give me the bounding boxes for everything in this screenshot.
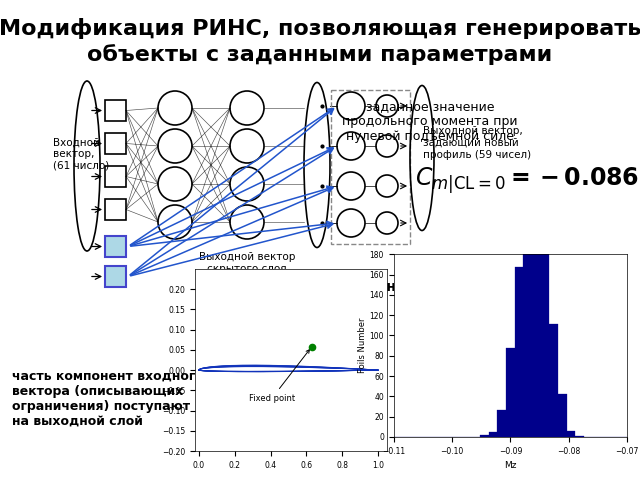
FancyBboxPatch shape [105,236,126,257]
Bar [532,173,541,437]
Text: Заданные
характеристики: Заданные характеристики [202,275,292,297]
Bar [524,159,532,437]
Bar [506,348,515,437]
Bar [541,217,549,437]
Text: заданная точка на
верхней
поверхности: заданная точка на верхней поверхности [255,280,405,326]
Bar [497,410,506,437]
Bar [515,266,524,437]
Text: объекты с заданными параметрами: объекты с заданными параметрами [88,44,552,65]
Text: $\mathbf{\it{C}}_{m|\mathrm{CL=0}}$$\mathbf{=-0.086}$: $\mathbf{\it{C}}_{m|\mathrm{CL=0}}$$\mat… [415,165,639,195]
Bar [575,436,584,437]
X-axis label: Mz: Mz [504,461,516,470]
Bar [489,432,497,437]
Text: Модификация РИНС, позволяющая генерировать: Модификация РИНС, позволяющая генерирова… [0,18,640,39]
Text: заданное значение
продольного момента при
нулевой подъемной силе: заданное значение продольного момента пр… [342,100,518,143]
Bar [558,394,566,437]
Text: Входной
вектор,
(61 число): Входной вектор, (61 число) [53,137,109,170]
Text: часть компонент входного
вектора (описывающих
ограничения) поступают сразу
на вы: часть компонент входного вектора (описыв… [12,370,234,428]
Y-axis label: Foils Number: Foils Number [358,318,367,373]
Text: Fixed point: Fixed point [249,350,310,403]
Bar [549,324,558,437]
FancyBboxPatch shape [105,266,126,287]
Bar [480,435,489,437]
Text: Выходной вектор
скрытого слоя: Выходной вектор скрытого слоя [199,252,295,274]
Bar [566,431,575,437]
Text: Выходной вектор,
задающий новый
профиль (59 чисел): Выходной вектор, задающий новый профиль … [423,126,531,159]
